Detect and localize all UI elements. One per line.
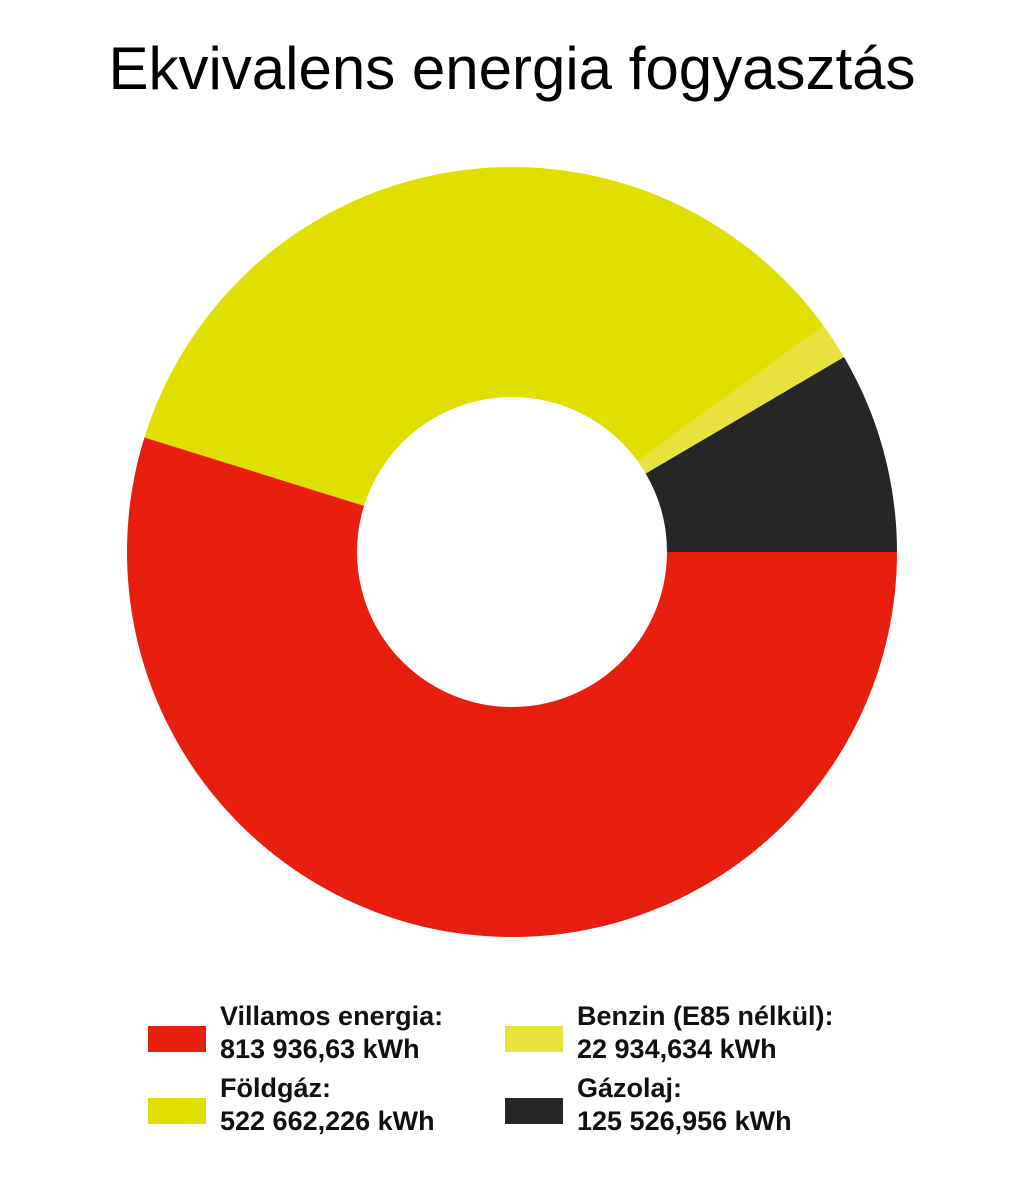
legend-swatch-villamos-energia (148, 1026, 206, 1052)
slice-foldgaz (144, 166, 824, 506)
legend: Villamos energia: 813 936,63 kWh Földgáz… (0, 1000, 1024, 1160)
legend-item-villamos-energia: Villamos energia: 813 936,63 kWh (148, 1000, 508, 1070)
legend-item-benzin: Benzin (E85 nélkül): 22 934,634 kWh (505, 1000, 865, 1070)
legend-label-benzin: Benzin (E85 nélkül): (577, 1001, 834, 1031)
chart-title: Ekvivalens energia fogyasztás (108, 35, 916, 102)
donut-chart (126, 166, 898, 938)
legend-label-villamos-energia: Villamos energia: (220, 1001, 444, 1031)
slice-benzin (637, 325, 844, 474)
legend-item-foldgaz: Földgáz: 522 662,226 kWh (148, 1072, 508, 1142)
legend-swatch-benzin (505, 1026, 563, 1052)
slice-gazolaj (645, 357, 897, 552)
legend-label-gazolaj: Gázolaj: (577, 1073, 683, 1103)
slice-villamos-energia (126, 437, 898, 938)
legend-swatch-gazolaj (505, 1098, 563, 1124)
legend-swatch-foldgaz (148, 1098, 206, 1124)
legend-value-villamos-energia: 813 936,63 kWh (220, 1034, 420, 1064)
legend-value-foldgaz: 522 662,226 kWh (220, 1106, 435, 1136)
legend-item-gazolaj: Gázolaj: 125 526,956 kWh (505, 1072, 865, 1142)
legend-label-foldgaz: Földgáz: (220, 1073, 331, 1103)
legend-value-gazolaj: 125 526,956 kWh (577, 1106, 792, 1136)
legend-value-benzin: 22 934,634 kWh (577, 1034, 777, 1064)
